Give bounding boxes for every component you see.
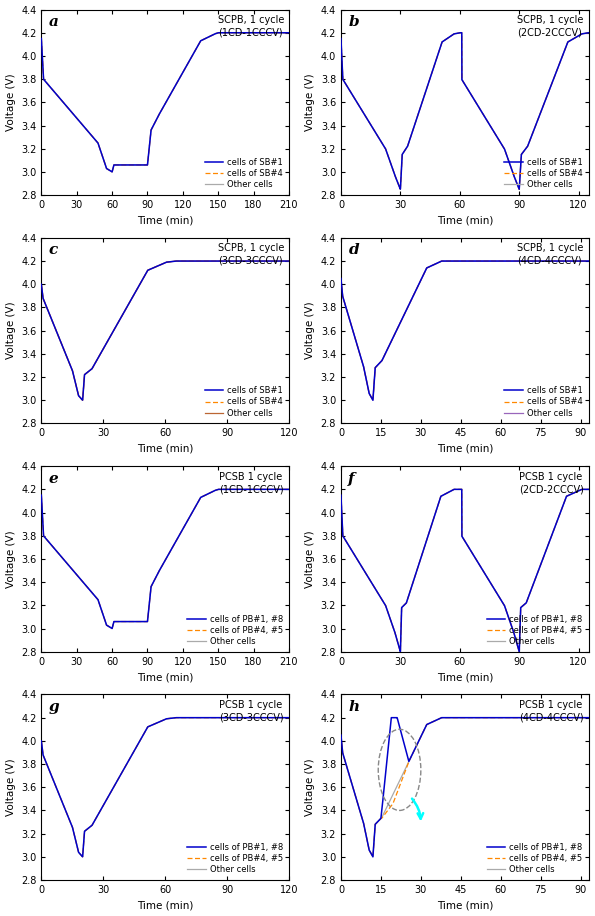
Y-axis label: Voltage (V): Voltage (V) [305,758,315,816]
X-axis label: Time (min): Time (min) [437,672,493,682]
Text: d: d [349,244,359,257]
Text: PCSB 1 cycle
(1CD-1CCCV): PCSB 1 cycle (1CD-1CCCV) [220,472,284,494]
Legend: cells of SB#1, cells of SB#4, Other cells: cells of SB#1, cells of SB#4, Other cell… [503,385,584,420]
Text: PCSB 1 cycle
(2CD-2CCCV): PCSB 1 cycle (2CD-2CCCV) [519,472,584,494]
Legend: cells of PB#1, #8, cells of PB#4, #5, Other cells: cells of PB#1, #8, cells of PB#4, #5, Ot… [486,613,584,648]
Legend: cells of SB#1, cells of SB#4, Other cells: cells of SB#1, cells of SB#4, Other cell… [203,385,285,420]
Text: SCPB, 1 cycle
(2CD-2CCCV): SCPB, 1 cycle (2CD-2CCCV) [517,16,584,38]
Legend: cells of PB#1, #8, cells of PB#4, #5, Other cells: cells of PB#1, #8, cells of PB#4, #5, Ot… [186,613,285,648]
Text: f: f [349,472,355,485]
Text: PCSB 1 cycle
(3CD-3CCCV): PCSB 1 cycle (3CD-3CCCV) [220,700,284,723]
Legend: cells of SB#1, cells of SB#4, Other cells: cells of SB#1, cells of SB#4, Other cell… [503,157,584,191]
X-axis label: Time (min): Time (min) [437,215,493,225]
Text: c: c [49,244,58,257]
Y-axis label: Voltage (V): Voltage (V) [5,302,15,359]
Legend: cells of PB#1, #8, cells of PB#4, #5, Other cells: cells of PB#1, #8, cells of PB#4, #5, Ot… [486,842,584,876]
Legend: cells of PB#1, #8, cells of PB#4, #5, Other cells: cells of PB#1, #8, cells of PB#4, #5, Ot… [186,842,285,876]
Text: b: b [349,16,359,29]
Text: SCPB, 1 cycle
(3CD-3CCCV): SCPB, 1 cycle (3CD-3CCCV) [218,244,284,266]
Text: a: a [49,16,59,29]
Y-axis label: Voltage (V): Voltage (V) [305,530,315,588]
X-axis label: Time (min): Time (min) [137,672,193,682]
Text: h: h [349,700,359,714]
X-axis label: Time (min): Time (min) [437,900,493,911]
Legend: cells of SB#1, cells of SB#4, Other cells: cells of SB#1, cells of SB#4, Other cell… [203,157,285,191]
X-axis label: Time (min): Time (min) [137,900,193,911]
Text: e: e [49,472,58,485]
Text: PCSB 1 cycle
(4CD-4CCCV): PCSB 1 cycle (4CD-4CCCV) [519,700,584,723]
Y-axis label: Voltage (V): Voltage (V) [5,530,15,588]
Y-axis label: Voltage (V): Voltage (V) [305,73,315,131]
Text: g: g [49,700,60,714]
Text: SCPB, 1 cycle
(4CD-4CCCV): SCPB, 1 cycle (4CD-4CCCV) [517,244,584,266]
X-axis label: Time (min): Time (min) [137,444,193,453]
Y-axis label: Voltage (V): Voltage (V) [305,302,315,359]
Y-axis label: Voltage (V): Voltage (V) [5,758,15,816]
X-axis label: Time (min): Time (min) [137,215,193,225]
Text: SCPB, 1 cycle
(1CD-1CCCV): SCPB, 1 cycle (1CD-1CCCV) [218,16,284,38]
Y-axis label: Voltage (V): Voltage (V) [5,73,15,131]
X-axis label: Time (min): Time (min) [437,444,493,453]
